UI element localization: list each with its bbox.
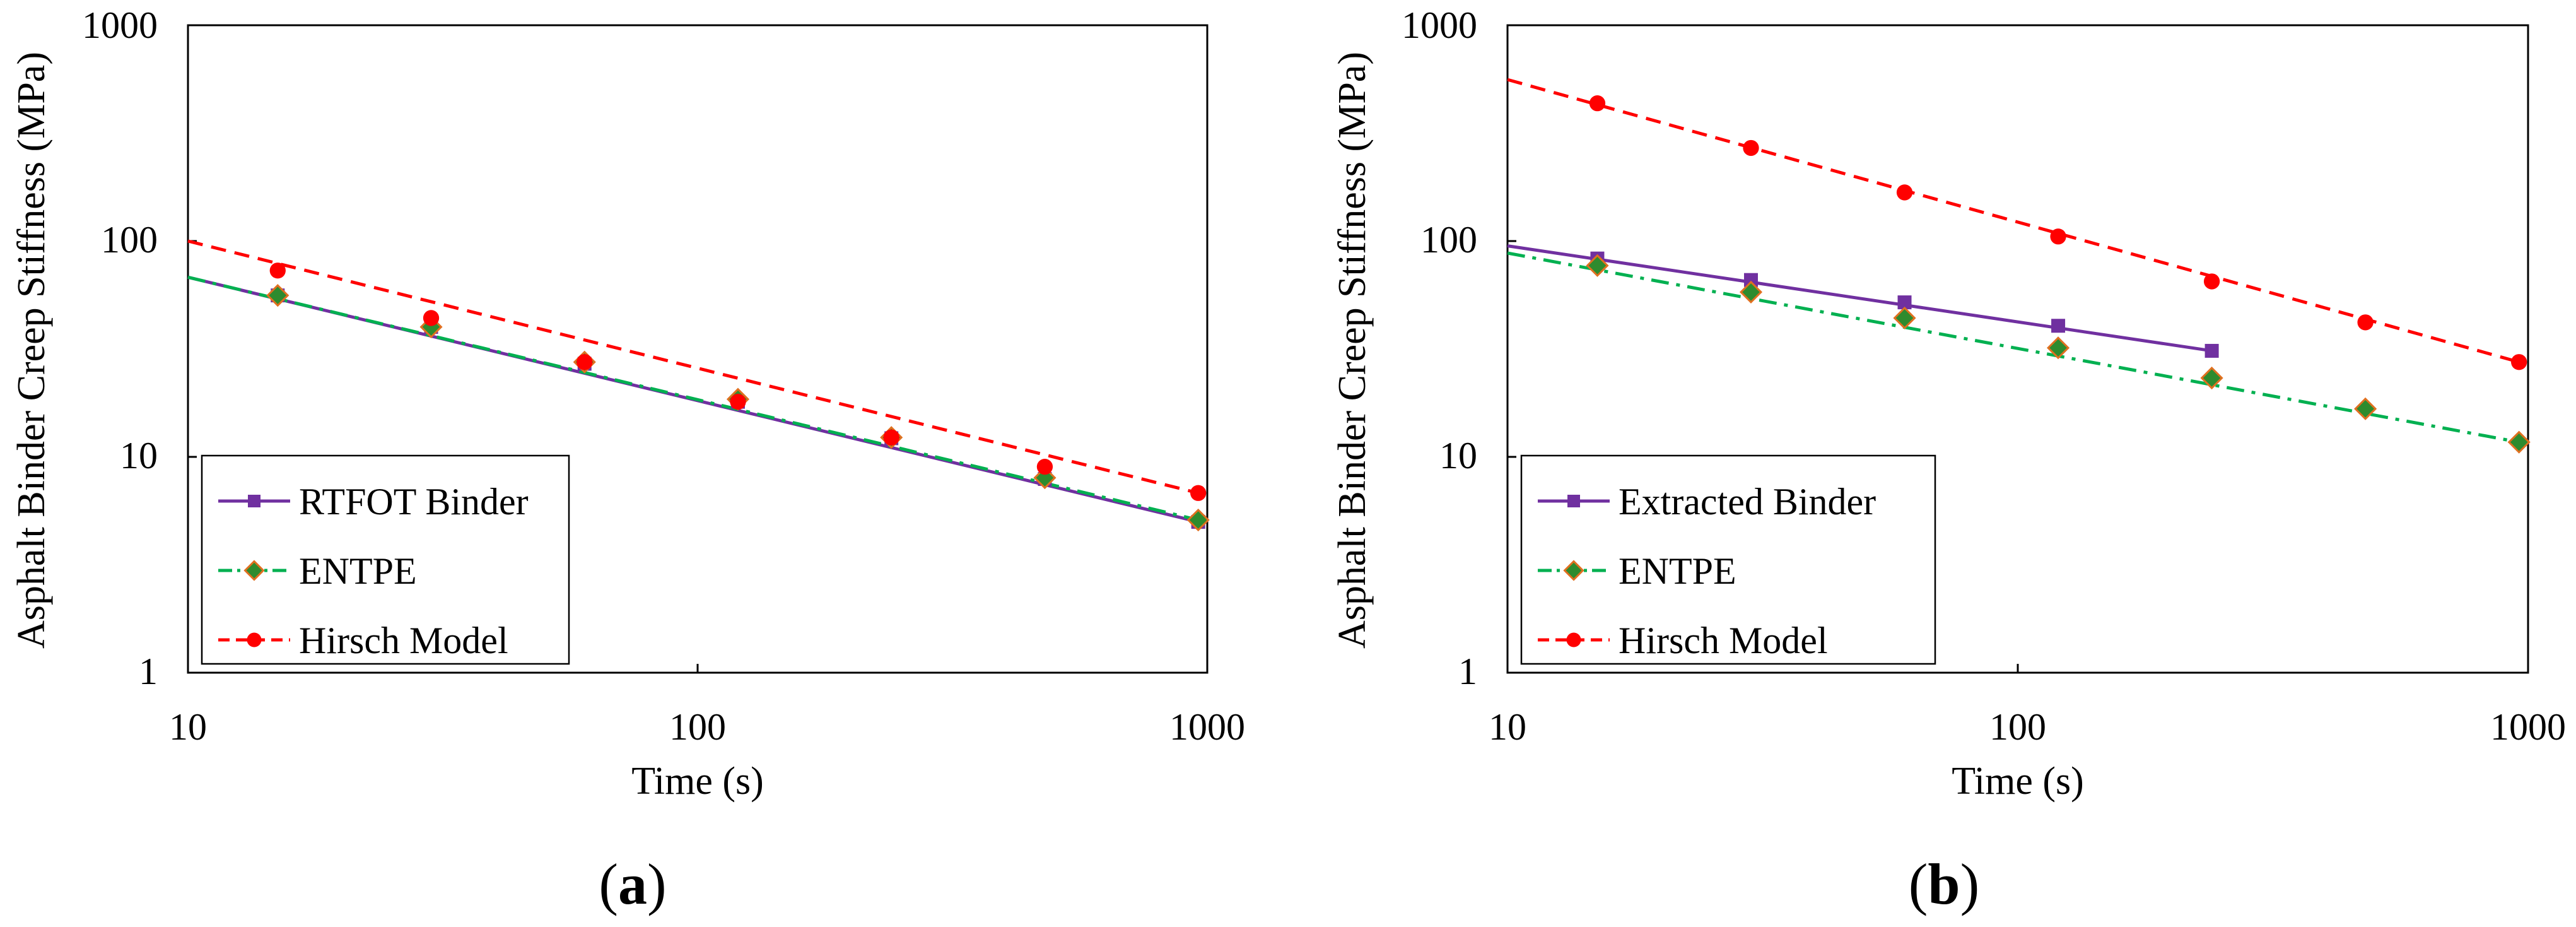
data-point: [419, 316, 443, 339]
panel-label: (a): [599, 852, 666, 916]
legend-marker: [1563, 560, 1584, 581]
legend-label: Extracted Binder: [1619, 481, 1876, 523]
data-point: [266, 284, 290, 307]
data-point: [577, 354, 593, 370]
y-tick-label: 10: [1439, 435, 1477, 476]
data-point: [883, 429, 899, 446]
data-point: [2507, 430, 2531, 454]
y-tick-label: 100: [1420, 219, 1477, 261]
x-axis-label: Time (s): [631, 760, 764, 803]
legend-label: ENTPE: [299, 550, 417, 592]
legend: [1520, 454, 1936, 665]
legend-marker: [247, 632, 262, 647]
panel-label-letter: a: [618, 852, 647, 916]
panel-label-letter: b: [1928, 852, 1960, 916]
legend-label: ENTPE: [1619, 550, 1736, 592]
data-point: [1033, 466, 1057, 490]
chart-panel-b: 10 100 1000 1 10 100 1000 Time (s) Aspha…: [1288, 0, 2576, 924]
data-point: [2203, 273, 2220, 290]
legend-marker: [243, 560, 265, 581]
y-tick-label: 1000: [1402, 4, 1477, 46]
chart-panel-a: 10 100 1000 1 10 100 1000 Time (s) Aspha…: [0, 0, 1288, 924]
data-point: [1896, 184, 1913, 201]
data-point: [1586, 254, 1609, 277]
chart-a: 10 100 1000 1 10 100 1000 Time (s) Aspha…: [10, 4, 1245, 916]
x-axis-label: Time (s): [1952, 760, 2084, 803]
data-point: [1739, 280, 1763, 304]
y-tick-label: 1000: [82, 4, 158, 46]
x-tick-label: 1000: [1169, 706, 1245, 748]
chart-b: 10 100 1000 1 10 100 1000 Time (s) Aspha…: [1331, 4, 2566, 916]
data-point: [1036, 458, 1053, 475]
y-tick-label: 1: [1458, 651, 1477, 692]
series-line: [187, 239, 1199, 495]
data-point: [1186, 508, 1210, 532]
data-point: [2046, 336, 2070, 360]
data-point: [1893, 306, 1916, 330]
legend-label: Hirsch Model: [299, 620, 508, 661]
panel-label: (b): [1909, 852, 1979, 916]
x-tick-label: 1000: [2490, 706, 2566, 748]
legend-marker: [1566, 632, 1581, 647]
data-point: [2354, 397, 2377, 420]
x-tick-label: 10: [169, 706, 207, 748]
legend-marker: [1567, 495, 1580, 507]
data-point: [2051, 319, 2066, 333]
data-point: [1743, 273, 1758, 287]
series-line: [1507, 78, 2520, 364]
data-point: [269, 263, 286, 279]
legend-label: Hirsch Model: [1619, 620, 1828, 661]
data-point: [1190, 485, 1207, 501]
series-line: [187, 275, 1199, 522]
legend-marker: [248, 495, 261, 507]
data-point: [2357, 314, 2374, 331]
y-axis-label: Asphalt Binder Creep Stiffness (MPa): [10, 52, 53, 649]
data-point: [2204, 343, 2219, 358]
data-point: [1589, 95, 1606, 112]
x-tick-label: 10: [1489, 706, 1526, 748]
data-point: [730, 394, 746, 410]
data-point: [2200, 366, 2223, 390]
data-point: [1743, 139, 1759, 156]
data-point: [2511, 354, 2527, 370]
y-tick-label: 100: [101, 219, 158, 261]
y-tick-label: 10: [120, 435, 158, 476]
legend: [201, 454, 570, 665]
y-tick-label: 1: [139, 651, 158, 692]
series-line: [1507, 251, 2520, 444]
series-line: [1507, 244, 2212, 353]
data-point: [2050, 228, 2066, 245]
legend-label: RTFOT Binder: [299, 481, 529, 523]
data-point: [423, 310, 440, 326]
x-tick-label: 100: [669, 706, 726, 748]
x-tick-label: 100: [1989, 706, 2046, 748]
data-point: [1897, 295, 1912, 310]
y-axis-label: Asphalt Binder Creep Stiffness (MPa): [1331, 52, 1374, 649]
